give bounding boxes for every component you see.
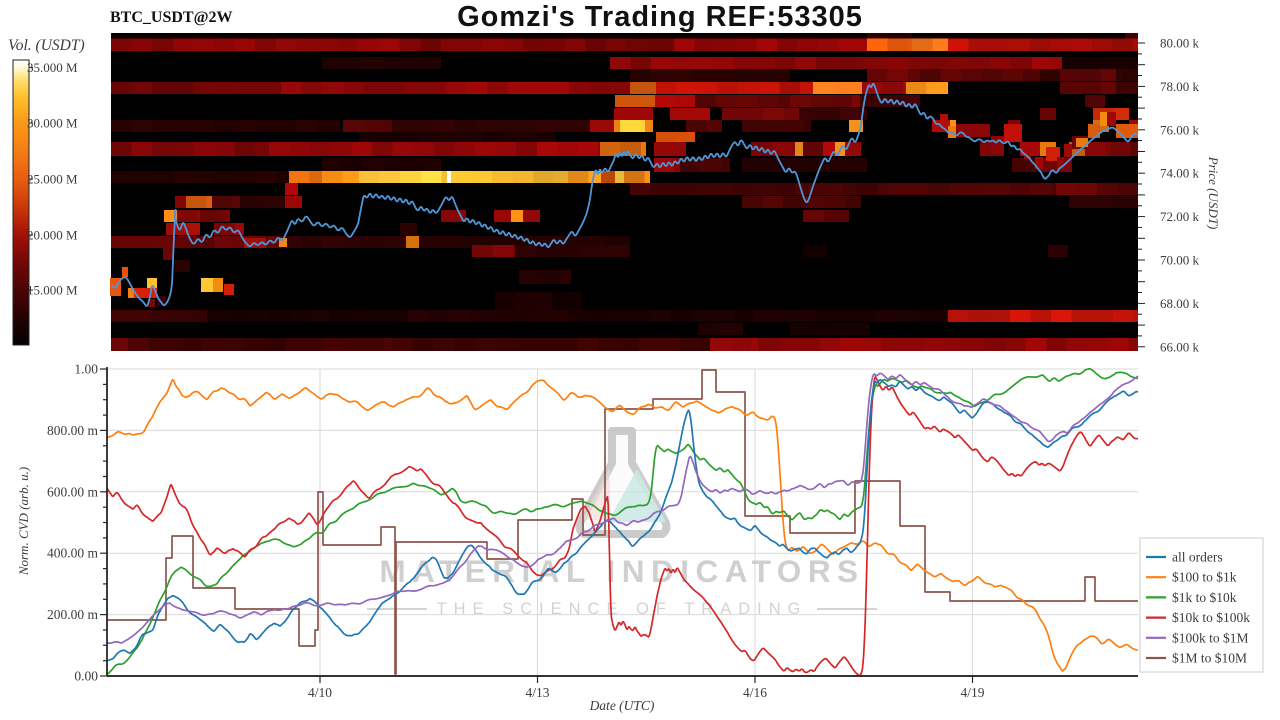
svg-text:800.00 m: 800.00 m <box>47 423 99 438</box>
svg-text:76.00 k: 76.00 k <box>1160 122 1200 137</box>
svg-text:1.00: 1.00 <box>74 362 98 377</box>
svg-text:$1k to $10k: $1k to $10k <box>1172 590 1237 605</box>
svg-text:600.00 m: 600.00 m <box>47 484 99 499</box>
svg-text:$10k to $100k: $10k to $100k <box>1172 610 1250 625</box>
svg-text:78.00 k: 78.00 k <box>1160 79 1200 94</box>
svg-text:25.000 M: 25.000 M <box>27 172 78 187</box>
svg-text:70.00 k: 70.00 k <box>1160 253 1200 268</box>
svg-text:72.00 k: 72.00 k <box>1160 209 1200 224</box>
svg-text:0.00: 0.00 <box>74 669 98 684</box>
svg-text:Gomzi's Trading REF:53305: Gomzi's Trading REF:53305 <box>457 1 863 33</box>
svg-text:Price (USDT): Price (USDT) <box>1206 156 1221 230</box>
svg-text:$100k to $1M: $100k to $1M <box>1172 630 1249 645</box>
svg-text:Norm. CVD (arb. u.): Norm. CVD (arb. u.) <box>16 467 31 576</box>
svg-text:Date (UTC): Date (UTC) <box>589 698 655 713</box>
svg-text:MATERIAL INDICATORS: MATERIAL INDICATORS <box>379 553 864 589</box>
svg-text:35.000 M: 35.000 M <box>27 60 78 75</box>
svg-text:66.00 k: 66.00 k <box>1160 339 1200 354</box>
svg-text:Vol. (USDT): Vol. (USDT) <box>8 37 85 54</box>
svg-text:400.00 m: 400.00 m <box>47 546 99 561</box>
svg-text:4/10: 4/10 <box>308 685 332 700</box>
svg-text:200.00 m: 200.00 m <box>47 607 99 622</box>
svg-text:74.00 k: 74.00 k <box>1160 166 1200 181</box>
svg-text:68.00 k: 68.00 k <box>1160 296 1200 311</box>
svg-text:4/16: 4/16 <box>743 685 767 700</box>
svg-text:$1M to $10M: $1M to $10M <box>1172 651 1247 666</box>
svg-text:4/19: 4/19 <box>960 685 984 700</box>
svg-text:20.000 M: 20.000 M <box>27 228 78 243</box>
svg-text:all orders: all orders <box>1172 550 1223 565</box>
svg-text:80.00 k: 80.00 k <box>1160 36 1200 51</box>
svg-text:30.000 M: 30.000 M <box>27 116 78 131</box>
svg-text:THE SCIENCE OF TRADING: THE SCIENCE OF TRADING <box>437 600 808 618</box>
svg-text:4/13: 4/13 <box>525 685 549 700</box>
svg-text:$100 to $1k: $100 to $1k <box>1172 570 1237 585</box>
svg-text:BTC_USDT@2W: BTC_USDT@2W <box>110 9 232 26</box>
svg-text:15.000 M: 15.000 M <box>27 283 78 298</box>
